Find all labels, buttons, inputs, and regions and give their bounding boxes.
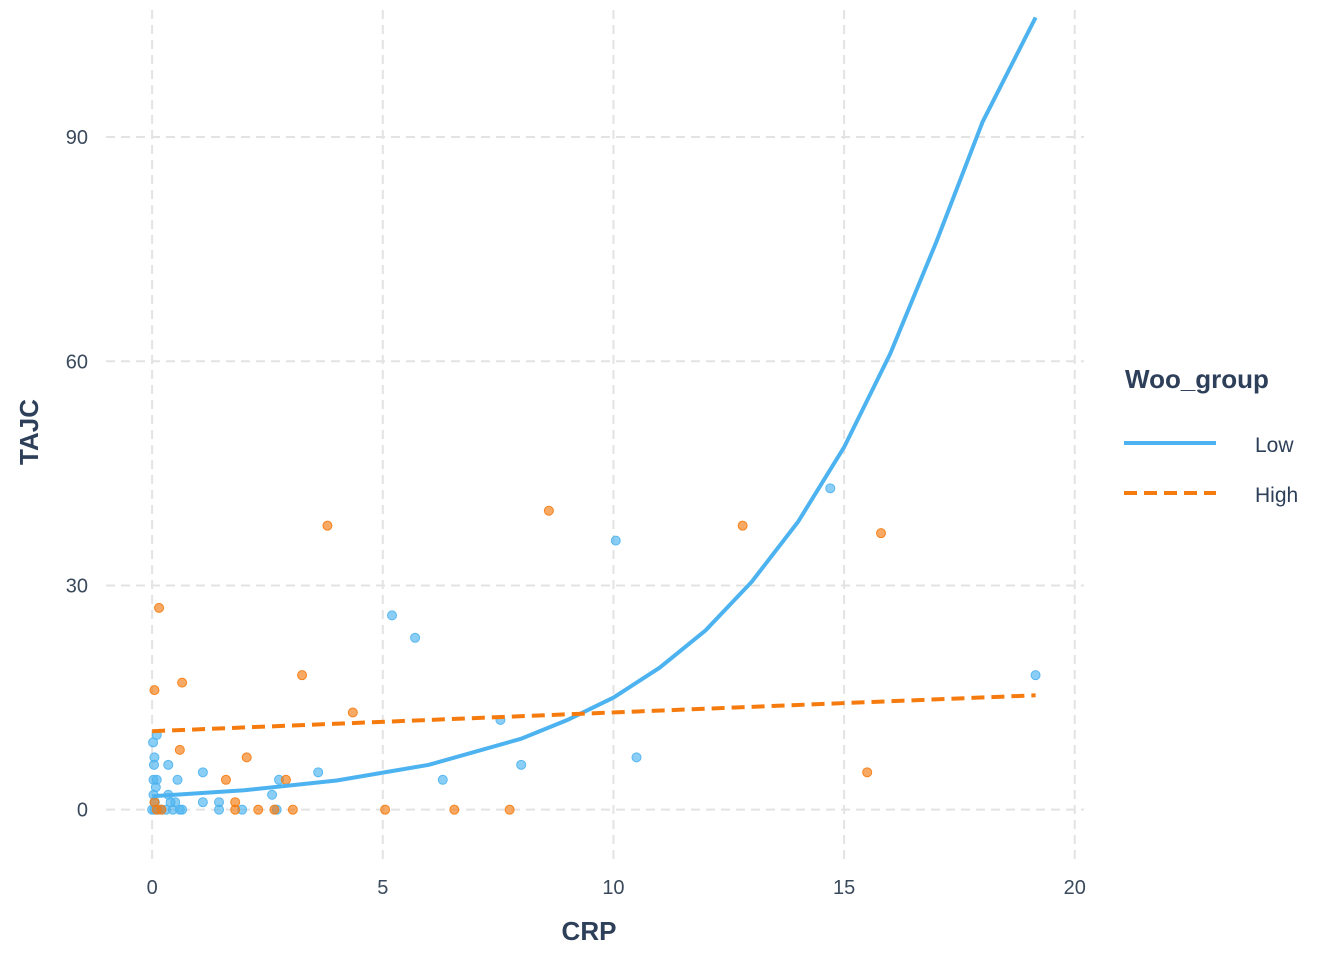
- data-point-high: [380, 804, 391, 815]
- data-point-high: [156, 804, 167, 815]
- data-point-low: [163, 759, 174, 770]
- grid: [106, 10, 1084, 862]
- data-point-low: [387, 610, 398, 621]
- y-tick-label: 0: [77, 800, 88, 822]
- legend-title: Woo_group: [1125, 364, 1269, 394]
- data-point-high: [322, 520, 333, 531]
- data-point-low: [197, 797, 208, 808]
- data-point-high: [241, 752, 252, 763]
- data-point-high: [269, 804, 280, 815]
- fit-lines: [151, 16, 1038, 799]
- data-point-high: [876, 528, 887, 539]
- data-point-low: [149, 752, 160, 763]
- data-point-high: [737, 520, 748, 531]
- data-point-high: [253, 804, 264, 815]
- data-point-high: [154, 602, 165, 613]
- data-point-low: [313, 767, 324, 778]
- x-tick-label: 0: [147, 877, 158, 899]
- y-axis-ticks: 0 30 60 90: [66, 127, 88, 822]
- data-point-high: [543, 505, 554, 516]
- data-point-high: [230, 804, 241, 815]
- x-tick-label: 15: [833, 877, 855, 899]
- x-tick-label: 5: [377, 877, 388, 899]
- data-point-low: [151, 774, 162, 785]
- x-axis-ticks: 0 5 10 15 20: [147, 877, 1086, 899]
- data-point-high: [862, 767, 873, 778]
- y-axis-title: TAJC: [14, 399, 44, 465]
- y-tick-label: 90: [66, 127, 88, 149]
- data-point-low: [610, 535, 621, 546]
- data-point-high: [174, 744, 185, 755]
- data-point-low: [1030, 670, 1041, 681]
- y-tick-label: 60: [66, 351, 88, 373]
- data-point-high: [287, 804, 298, 815]
- data-point-low: [516, 759, 527, 770]
- x-tick-label: 20: [1064, 877, 1086, 899]
- data-point-high: [297, 670, 308, 681]
- data-point-low: [214, 804, 225, 815]
- data-point-low: [825, 483, 836, 494]
- y-tick-label: 30: [66, 575, 88, 597]
- fit-line-high: [152, 693, 1036, 734]
- data-point-high: [220, 774, 231, 785]
- legend-label-high: High: [1255, 484, 1298, 507]
- data-point-low: [631, 752, 642, 763]
- data-point-high: [504, 804, 515, 815]
- data-point-high: [280, 774, 291, 785]
- data-point-low: [437, 774, 448, 785]
- data-point-low: [172, 774, 183, 785]
- data-point-high: [449, 804, 460, 815]
- data-point-low: [267, 789, 278, 800]
- legend-label-low: Low: [1255, 434, 1294, 457]
- data-point-high: [347, 707, 358, 718]
- data-point-low: [177, 804, 188, 815]
- data-point-high: [177, 677, 188, 688]
- data-point-low: [197, 767, 208, 778]
- x-tick-label: 10: [602, 877, 624, 899]
- x-axis-title: CRP: [562, 916, 617, 946]
- data-point-high: [149, 685, 160, 696]
- fit-line-low: [151, 16, 1038, 799]
- legend: Woo_group Low High: [1124, 364, 1298, 507]
- data-point-low: [170, 797, 181, 808]
- data-points: [147, 483, 1041, 815]
- data-point-low: [410, 632, 421, 643]
